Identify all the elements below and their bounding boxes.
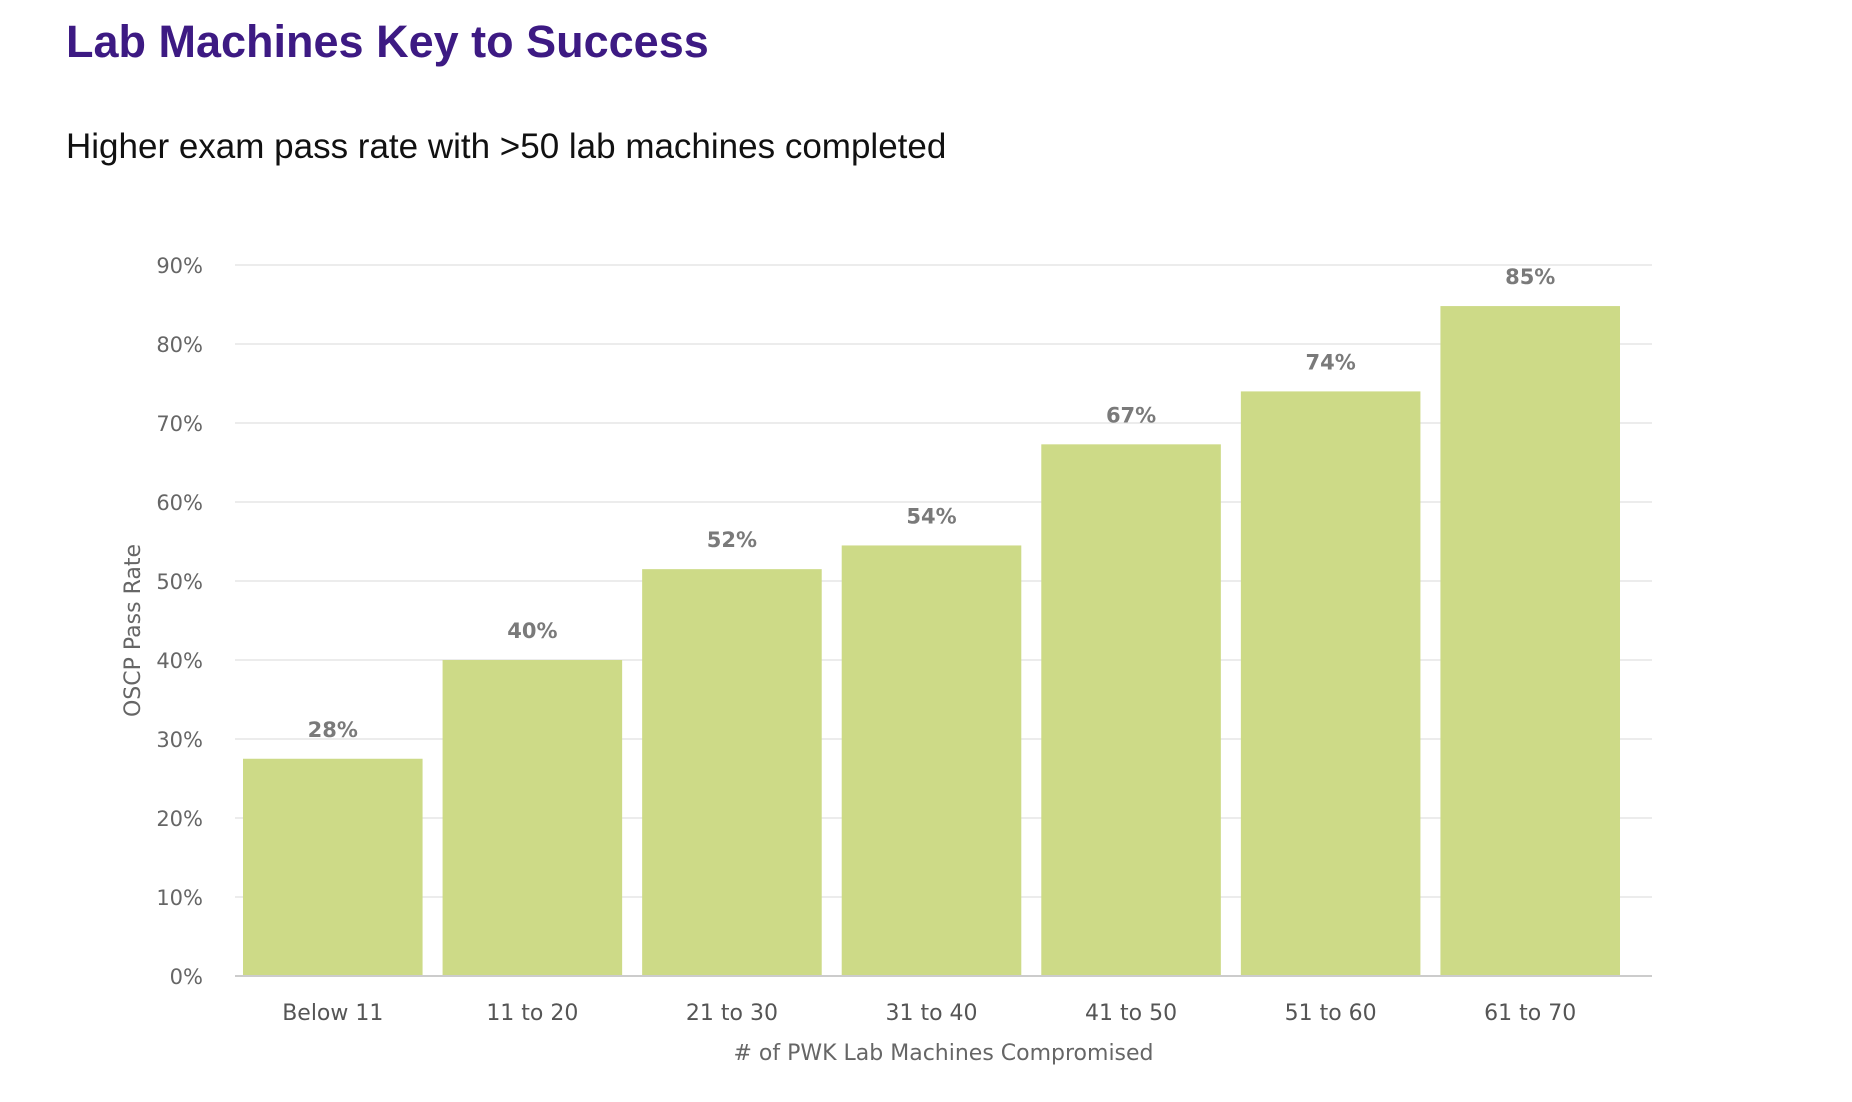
y-tick-label: 90%	[156, 254, 203, 278]
y-tick-label: 40%	[156, 649, 203, 673]
bar	[1440, 306, 1620, 977]
page-subtitle: Higher exam pass rate with >50 lab machi…	[66, 127, 947, 166]
bar	[642, 569, 822, 976]
y-axis-ticks: 0% 10% 20% 30% 40% 50% 60% 70% 80% 90%	[156, 254, 203, 989]
bar-value-label: 85%	[1505, 265, 1555, 289]
bar-value-label: 74%	[1306, 350, 1356, 374]
bar-value-labels: 28% 40% 52% 54% 67% 74% 85%	[308, 265, 1556, 742]
bar-value-label: 28%	[308, 718, 358, 742]
x-category-label: Below 11	[282, 1001, 383, 1026]
bars	[243, 306, 1620, 977]
x-category-label: 11 to 20	[486, 1001, 578, 1026]
page-title: Lab Machines Key to Success	[66, 16, 709, 67]
y-tick-label: 60%	[156, 491, 203, 515]
y-tick-label: 0%	[170, 965, 203, 989]
y-tick-label: 20%	[156, 807, 203, 831]
x-category-label: 31 to 40	[885, 1001, 977, 1026]
x-category-label: 61 to 70	[1484, 1001, 1576, 1026]
bar-value-label: 67%	[1106, 403, 1156, 427]
y-tick-label: 70%	[156, 412, 203, 436]
bar	[841, 545, 1022, 976]
bar-value-label: 40%	[507, 619, 557, 643]
bar-value-label: 54%	[906, 504, 956, 528]
x-category-label: 21 to 30	[686, 1001, 778, 1026]
y-axis-title: OSCP Pass Rate	[121, 544, 146, 717]
bar-value-label: 52%	[707, 528, 757, 552]
y-tick-label: 10%	[156, 886, 203, 910]
x-axis-title: # of PWK Lab Machines Compromised	[733, 1041, 1153, 1066]
x-axis-categories: Below 11 11 to 20 21 to 30 31 to 40 41 to 50…	[282, 1001, 1576, 1026]
bar	[243, 758, 423, 976]
y-tick-label: 50%	[156, 570, 203, 594]
bar	[1041, 444, 1221, 977]
x-category-label: 41 to 50	[1085, 1001, 1177, 1026]
y-tick-label: 30%	[156, 728, 203, 752]
bar	[442, 660, 623, 976]
x-category-label: 51 to 60	[1285, 1001, 1377, 1026]
bar	[1240, 391, 1421, 976]
y-tick-label: 80%	[156, 333, 203, 357]
